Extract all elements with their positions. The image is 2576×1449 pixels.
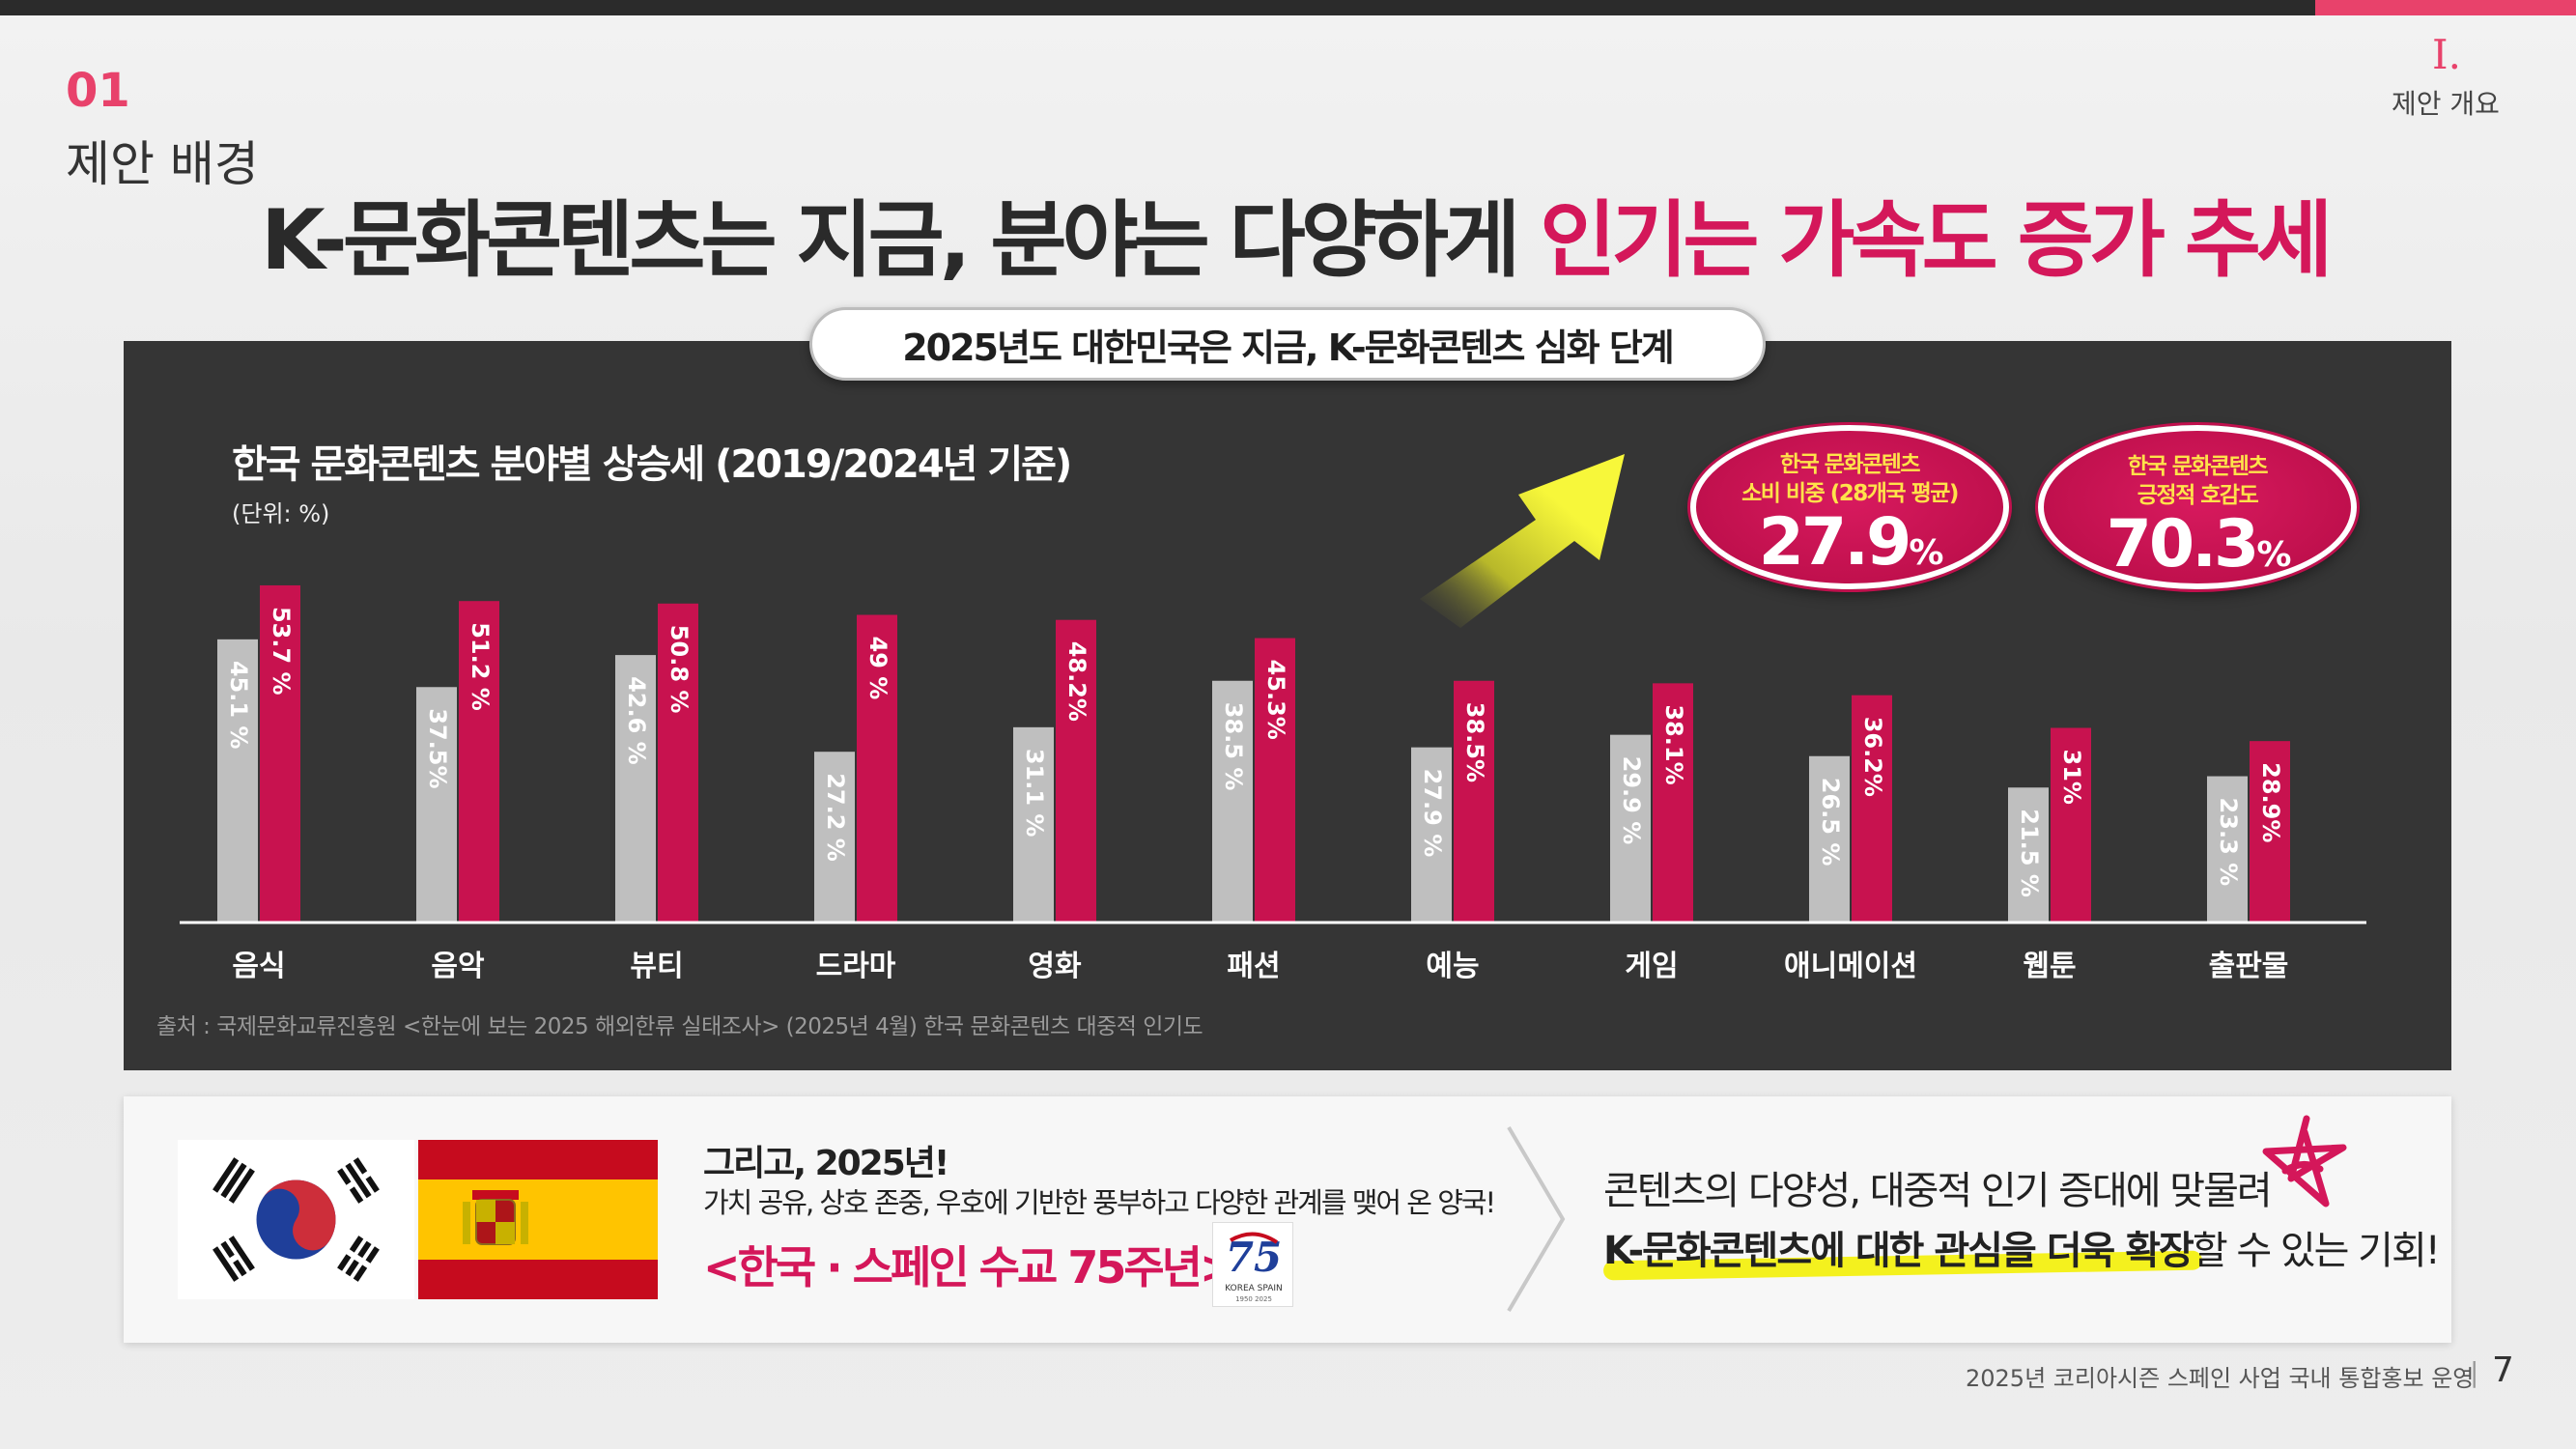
bar-2024-1 [459, 601, 499, 923]
bar-2019-4 [1013, 726, 1054, 923]
category-label: 음식 [232, 950, 285, 983]
chevron-right-icon [1507, 1125, 1566, 1313]
category-label: 음악 [431, 950, 485, 983]
bar-2019-2 [615, 655, 656, 923]
korea-flag-icon [178, 1140, 414, 1299]
svg-text:1950 2025: 1950 2025 [1235, 1295, 1272, 1303]
korea-spain-75-logo: 75 KOREA SPAIN 1950 2025 [1212, 1222, 1293, 1307]
bar-2019-5 [1212, 680, 1253, 923]
bar-value-label: 51.2 % [467, 622, 494, 711]
bar-2019-3 [814, 752, 855, 923]
favorability-badge: 한국 문화콘텐츠 긍정적 호감도 70.3% [2038, 425, 2357, 589]
bar-value-label: 50.8 % [665, 625, 693, 714]
bar-2024-10 [2250, 741, 2290, 923]
category-label: 예능 [1426, 950, 1479, 983]
bar-value-label: 29.9 % [1618, 756, 1645, 845]
section-name: 제안 배경 [66, 136, 259, 192]
page-title-highlight: 인기는 가속도 증가 추세 [1540, 192, 2333, 289]
bar-value-label: 27.2 % [822, 773, 849, 862]
panel-title-pill: 2025년도 대한민국은 지금, K-문화콘텐츠 심화 단계 [809, 307, 1766, 381]
bar-value-label: 28.9% [2257, 762, 2284, 842]
category-label: 애니메이션 [1784, 950, 1917, 983]
badge-label-1: 한국 문화콘텐츠 [2127, 454, 2269, 479]
chart-source: 출처 : 국제문화교류진흥원 <한눈에 보는 2025 해외한류 실태조사> (… [156, 1014, 1203, 1039]
bar-2019-10 [2207, 776, 2248, 923]
bottom-intro-line: 그리고, 2025년! [703, 1144, 949, 1183]
bar-value-label: 38.5% [1461, 702, 1488, 782]
bar-2024-4 [1056, 619, 1096, 923]
bar-2019-0 [217, 639, 258, 923]
svg-text:KOREA SPAIN: KOREA SPAIN [1225, 1284, 1283, 1293]
chart-unit-label: (단위: %) [232, 500, 330, 527]
bar-value-label: 26.5 % [1817, 778, 1844, 867]
page-title: K-문화콘텐츠는 지금, 분야는 다양하게 인기는 가속도 증가 추세 [261, 172, 2333, 293]
chart-title: 한국 문화콘텐츠 분야별 상승세 (2019/2024년 기준) [232, 442, 1072, 487]
section-number: 01 [66, 64, 130, 118]
badge-value: 27.9% [1758, 504, 1944, 581]
bar-value-label: 27.9 % [1419, 769, 1446, 858]
star-scribble-icon [2262, 1115, 2347, 1208]
badge-label-2: 긍정적 호감도 [2137, 483, 2259, 508]
chapter-name: 제안 개요 [2392, 88, 2500, 120]
bottom-description-line: 가치 공유, 상호 존중, 우호에 기반한 풍부하고 다양한 관계를 맺어 온 … [703, 1186, 1496, 1219]
consumption-share-badge: 한국 문화콘텐츠 소비 비중 (28개국 평균) 27.9% [1690, 425, 2009, 589]
top-bar [0, 0, 2576, 15]
bar-value-label: 38.1% [1660, 704, 1687, 784]
bar-value-label: 31% [2058, 750, 2085, 805]
bar-value-label: 31.1 % [1021, 749, 1048, 838]
bar-value-label: 45.3% [1262, 660, 1289, 740]
bar-2024-6 [1454, 680, 1494, 923]
footer-text: 2025년 코리아시즌 스페인 사업 국내 통합홍보 운영 [1966, 1365, 2475, 1392]
category-label: 웹툰 [2023, 950, 2076, 983]
category-label: 출판물 [2209, 950, 2289, 983]
category-label: 영화 [1028, 950, 1082, 983]
bar-value-label: 36.2% [1859, 717, 1886, 797]
bar-2024-5 [1255, 638, 1295, 923]
bar-2019-8 [1809, 755, 1850, 923]
bar-value-label: 37.5% [424, 708, 451, 788]
bar-value-label: 49 % [864, 637, 892, 700]
category-label: 뷰티 [630, 950, 683, 983]
page-number: 7 [2492, 1350, 2514, 1390]
bar-2019-1 [416, 687, 457, 923]
badge-value: 70.3% [2106, 506, 2292, 582]
bar-2024-0 [260, 584, 300, 923]
top-bar-accent [2315, 0, 2576, 15]
bar-2019-6 [1411, 747, 1452, 923]
chapter-number: Ⅰ. [2432, 31, 2461, 78]
bar-2024-9 [2051, 727, 2091, 923]
conclusion-line-2: K-문화콘텐츠에 대한 관심을 더욱 확장할 수 있는 기회! [1603, 1229, 2441, 1273]
anniversary-title: <한국 · 스페인 수교 75주년> [703, 1241, 1237, 1293]
category-label: 드라마 [816, 950, 896, 983]
bar-value-label: 38.5 % [1220, 702, 1247, 791]
bar-value-label: 53.7 % [268, 607, 295, 696]
badge-label-1: 한국 문화콘텐츠 [1779, 452, 1921, 477]
bar-2024-7 [1653, 683, 1693, 923]
page-title-main: K-문화콘텐츠는 지금, 분야는 다양하게 [261, 192, 1541, 289]
bar-value-label: 45.1 % [225, 661, 252, 750]
badge-label-2: 소비 비중 (28개국 평균) [1741, 481, 1959, 506]
footer-separator: | [2470, 1356, 2479, 1388]
category-label: 게임 [1625, 950, 1678, 983]
rising-arrow-icon [1420, 454, 1625, 628]
bar-value-label: 23.3 % [2215, 798, 2242, 887]
bar-value-label: 42.6 % [623, 676, 650, 765]
bar-2024-2 [658, 603, 698, 923]
bar-2024-3 [857, 614, 897, 923]
conclusion-line-1: 콘텐츠의 다양성, 대중적 인기 증대에 맞물려 [1603, 1169, 2273, 1213]
bar-value-label: 48.2% [1063, 641, 1090, 722]
spain-flag-icon [418, 1140, 658, 1299]
bar-2019-9 [2008, 787, 2049, 923]
bar-2019-7 [1610, 734, 1651, 923]
bar-2024-8 [1852, 695, 1892, 923]
category-label: 패션 [1227, 950, 1280, 983]
bar-value-label: 21.5 % [2016, 809, 2043, 897]
